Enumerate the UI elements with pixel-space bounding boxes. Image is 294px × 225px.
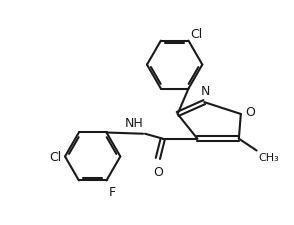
- Text: N: N: [201, 85, 210, 98]
- Text: Cl: Cl: [49, 150, 61, 163]
- Text: O: O: [245, 106, 255, 119]
- Text: O: O: [153, 166, 163, 179]
- Text: NH: NH: [124, 116, 143, 129]
- Text: CH₃: CH₃: [259, 153, 279, 163]
- Text: Cl: Cl: [191, 27, 203, 40]
- Text: F: F: [108, 185, 116, 198]
